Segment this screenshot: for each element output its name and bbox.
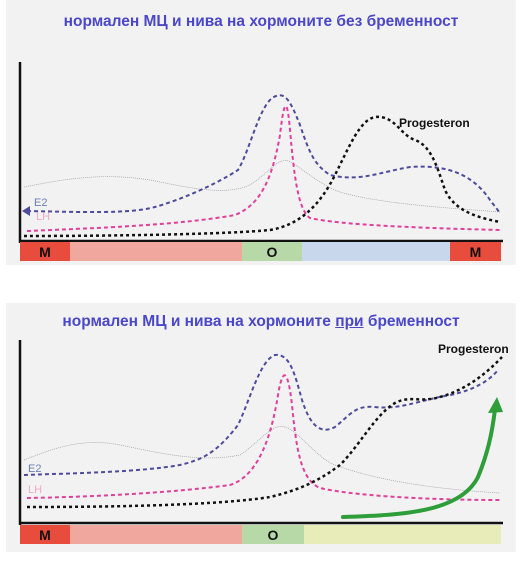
lh-label: LH [28,484,43,496]
progesterone-curve [23,115,501,238]
lh-label: LH [36,211,51,223]
cycle-phase-bar: M O M [20,242,501,261]
baseline-curve [23,160,501,213]
panel-title: нормален МЦ и нива на хормоните без брем… [63,13,459,30]
title-part-1: нормален МЦ и нива на хормоните [62,313,336,330]
panel-title: нормален МЦ и нива на хормоните при брем… [0,313,522,331]
hormone-chart [18,62,503,243]
pregnancy-rise-arrow [341,407,497,519]
e2-curve [26,94,501,214]
cycle-phase-bar: M O [20,525,501,544]
progesterone-curve [26,356,503,509]
panel-no-pregnancy: нормален МЦ и нива на хормоните без брем… [6,0,516,265]
hormone-chart [18,340,503,525]
e2-label: E2 [28,463,42,475]
title-part-pri: при [335,313,364,330]
arrowhead-icon [488,397,503,413]
e2-curve [23,353,499,476]
phase-menstruation-next: M [450,242,501,261]
title-part-2: бременност [363,313,460,330]
lh-curve [26,105,501,232]
phase-menstruation: M [20,242,70,261]
e2-label: E2 [34,197,48,209]
lh-curve [26,374,501,501]
phase-menstruation: M [20,525,70,544]
phase-pregnancy [304,525,501,544]
phase-follicular [70,242,242,261]
phase-luteal [302,242,450,261]
e2-arrowhead [22,206,30,216]
panel-background [6,303,516,552]
progesterone-label: Progesteron [399,116,470,130]
panel-background [6,0,516,265]
baseline-curve [23,426,501,494]
panel-pregnancy: нормален МЦ и нива на хормоните при брем… [0,285,522,570]
progesterone-label: Progesteron [438,342,509,356]
phase-follicular [70,525,242,544]
phase-ovulation: O [242,525,304,544]
phase-ovulation: O [242,242,302,261]
